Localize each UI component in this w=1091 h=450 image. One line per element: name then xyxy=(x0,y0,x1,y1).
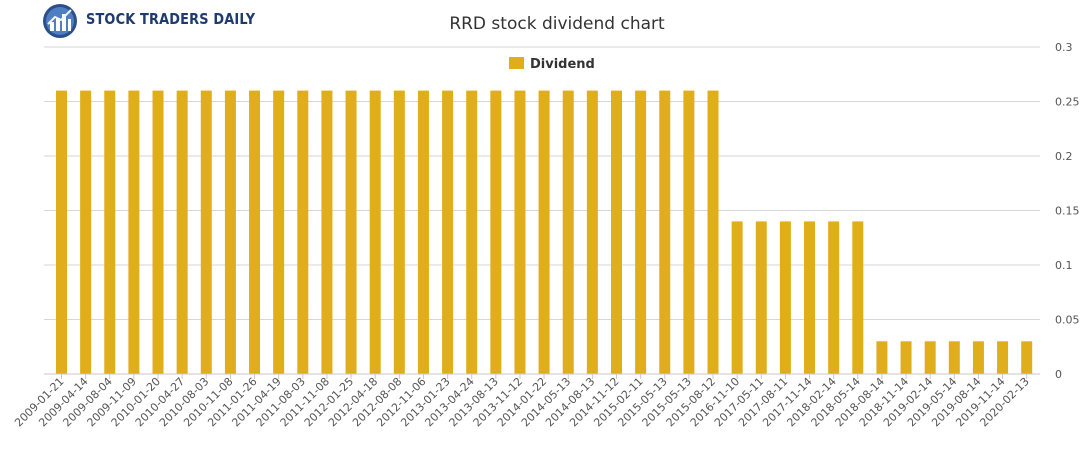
bar[interactable] xyxy=(852,221,864,374)
bar[interactable] xyxy=(56,90,67,374)
bar[interactable] xyxy=(345,90,357,374)
bar[interactable] xyxy=(442,90,454,374)
y-tick-label: 0 xyxy=(1055,368,1062,381)
bar[interactable] xyxy=(876,341,888,374)
bar[interactable] xyxy=(659,90,671,374)
bar[interactable] xyxy=(997,341,1009,374)
bar[interactable] xyxy=(924,341,936,374)
bar[interactable] xyxy=(466,90,478,374)
y-tick-label: 0.25 xyxy=(1055,96,1080,109)
bar[interactable] xyxy=(417,90,429,374)
y-tick-label: 0.2 xyxy=(1055,150,1073,163)
bar[interactable] xyxy=(683,90,695,374)
y-axis: 0 0.05 0.1 0.15 0.2 0.25 0.3 xyxy=(1055,41,1080,381)
bar[interactable] xyxy=(369,90,381,374)
bar[interactable] xyxy=(562,90,574,374)
bar[interactable] xyxy=(635,90,647,374)
stock-traders-daily-logo[interactable]: STOCK TRADERS DAILY xyxy=(40,2,260,40)
y-tick-label: 0.3 xyxy=(1055,41,1073,54)
bar[interactable] xyxy=(828,221,840,374)
bar[interactable] xyxy=(128,90,140,374)
bar[interactable] xyxy=(490,90,502,374)
bar[interactable] xyxy=(514,90,526,374)
bar[interactable] xyxy=(176,90,188,374)
bar[interactable] xyxy=(538,90,550,374)
globe-chart-icon xyxy=(43,4,77,38)
bar[interactable] xyxy=(948,341,960,374)
brand-name: STOCK TRADERS DAILY xyxy=(86,10,256,28)
bar[interactable] xyxy=(321,90,333,374)
legend-label: Dividend xyxy=(530,57,595,72)
legend-swatch xyxy=(509,57,524,69)
bar[interactable] xyxy=(393,90,405,374)
bar[interactable] xyxy=(972,341,984,374)
y-tick-label: 0.15 xyxy=(1055,205,1080,218)
bar[interactable] xyxy=(200,90,212,374)
y-tick-label: 0.1 xyxy=(1055,259,1073,272)
x-axis: 2009-01-212009-04-142009-08-042009-11-09… xyxy=(12,373,1040,429)
bar[interactable] xyxy=(586,90,598,374)
chart-title: RRD stock dividend chart xyxy=(449,14,665,34)
bar[interactable] xyxy=(804,221,816,374)
bar[interactable] xyxy=(755,221,767,374)
bar[interactable] xyxy=(900,341,912,374)
bar[interactable] xyxy=(152,90,164,374)
bar[interactable] xyxy=(297,90,309,374)
bar[interactable] xyxy=(224,90,236,374)
legend[interactable]: Dividend xyxy=(509,57,595,72)
bar[interactable] xyxy=(707,90,719,374)
bar[interactable] xyxy=(249,90,261,374)
bar[interactable] xyxy=(273,90,285,374)
bar[interactable] xyxy=(610,90,622,374)
y-tick-label: 0.05 xyxy=(1055,314,1080,327)
bar[interactable] xyxy=(80,90,92,374)
bar[interactable] xyxy=(1021,341,1033,374)
bar[interactable] xyxy=(779,221,791,374)
bar[interactable] xyxy=(104,90,116,374)
bar[interactable] xyxy=(731,221,743,374)
bar-series xyxy=(56,90,1033,374)
